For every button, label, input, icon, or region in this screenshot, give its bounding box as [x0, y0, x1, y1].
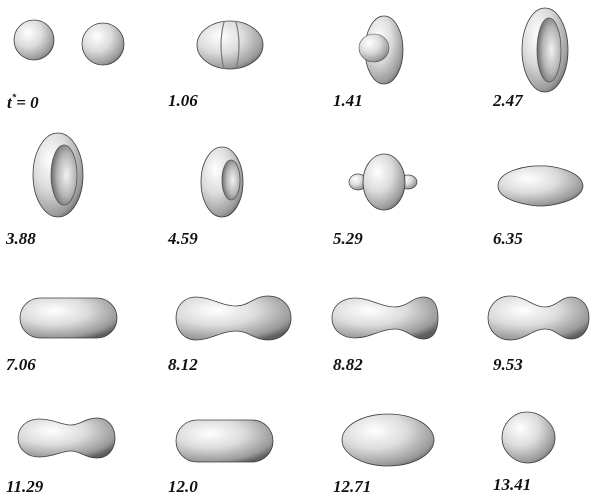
frame-2-shape — [196, 20, 264, 70]
frame-5-label: 3.88 — [6, 229, 36, 248]
frame-16-label: 13.41 — [493, 475, 532, 494]
frame-14-label: 12.0 — [168, 477, 198, 496]
frame-1-shape — [13, 19, 125, 66]
frame-6-shape — [200, 146, 244, 218]
frame-16-shape — [501, 411, 556, 464]
frame-14-shape — [175, 419, 274, 463]
frame-3-label: 1.41 — [333, 91, 363, 110]
frame-9-label: 7.06 — [6, 355, 36, 374]
frame-13-shape — [17, 417, 116, 459]
frame-9-shape — [19, 297, 118, 339]
frame-7-label: 5.29 — [333, 229, 363, 248]
frame-4-label: 2.47 — [493, 91, 523, 110]
frame-7-shape — [348, 153, 418, 211]
frame-11-label: 8.82 — [333, 355, 363, 374]
time-superscript: * — [11, 92, 17, 103]
frame-13-label: 11.29 — [6, 477, 44, 496]
frame-10-label: 8.12 — [168, 355, 198, 374]
frame-8-shape — [497, 165, 584, 207]
frame-10-shape — [175, 295, 292, 341]
frame-3-shape — [358, 15, 404, 85]
frame-15-label: 12.71 — [333, 477, 372, 496]
frame-2-label: 1.06 — [168, 91, 198, 110]
frame-11-shape — [331, 296, 439, 340]
time-symbol: t — [7, 93, 12, 112]
time-equals: = — [16, 93, 31, 112]
frame-15-shape — [341, 413, 435, 467]
frame-6-label: 4.59 — [168, 229, 198, 248]
frame-1-label: t*= 0 — [7, 92, 39, 112]
frame-1-value: 0 — [30, 93, 39, 112]
frame-12-label: 9.53 — [493, 355, 523, 374]
frame-5-shape — [32, 132, 84, 218]
frame-12-shape — [487, 295, 590, 341]
frame-4-shape — [521, 7, 569, 93]
frame-8-label: 6.35 — [493, 229, 523, 248]
